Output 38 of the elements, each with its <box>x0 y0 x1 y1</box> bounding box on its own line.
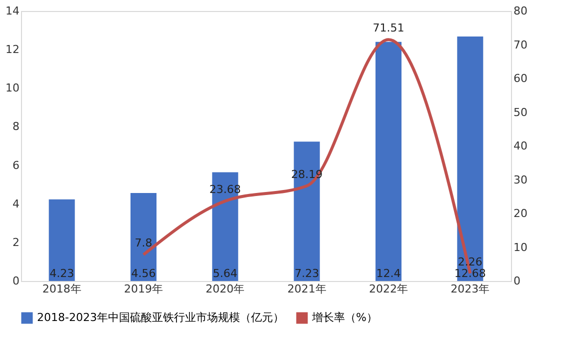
y2-tick-label: 40 <box>514 140 528 152</box>
y-tick-label: 10 <box>6 82 20 95</box>
y2-tick-label: 30 <box>514 173 528 186</box>
bar <box>294 142 320 281</box>
bar <box>376 42 402 281</box>
data-label: 4.23 <box>50 267 74 280</box>
data-label: 7.23 <box>294 267 320 280</box>
x-tick-label: 2021年 <box>287 282 326 296</box>
y2-tick-label: 60 <box>514 72 528 85</box>
bar <box>48 199 75 281</box>
y-tick-label: 8 <box>12 120 20 134</box>
y2-tick-label: 20 <box>514 207 528 220</box>
x-tick-label: 2020年 <box>206 282 245 296</box>
y-tick-label: 14 <box>6 4 20 18</box>
x-tick-label: 2018年 <box>42 282 82 296</box>
data-label: 5.64 <box>212 267 238 280</box>
y2-tick-label: 70 <box>514 38 528 52</box>
legend-label: 增长率（%） <box>311 311 378 324</box>
x-tick-label: 2019年 <box>124 282 163 296</box>
bar <box>457 36 484 281</box>
y2-tick-label: 10 <box>514 240 528 254</box>
legend-label: 2018-2023年中国硫酸亚铁行业市场规模（亿元） <box>37 311 284 324</box>
data-label: 12.4 <box>376 267 401 280</box>
y2-tick-label: 80 <box>514 4 528 18</box>
data-label: 4.56 <box>131 267 156 280</box>
bar <box>130 193 156 281</box>
y-tick-label: 12 <box>6 43 20 56</box>
data-label: 71.51 <box>372 22 404 35</box>
y-tick-label: 4 <box>12 197 20 210</box>
data-label: 7.8 <box>134 236 152 250</box>
y-tick-label: 0 <box>12 274 20 288</box>
x-tick-label: 2023年 <box>450 282 490 296</box>
y2-tick-label: 0 <box>514 274 520 288</box>
y-tick-label: 2 <box>12 236 20 249</box>
y2-tick-label: 50 <box>514 106 528 119</box>
x-tick-label: 2022年 <box>369 282 408 296</box>
y-tick-label: 6 <box>12 158 20 172</box>
bar <box>212 172 238 281</box>
